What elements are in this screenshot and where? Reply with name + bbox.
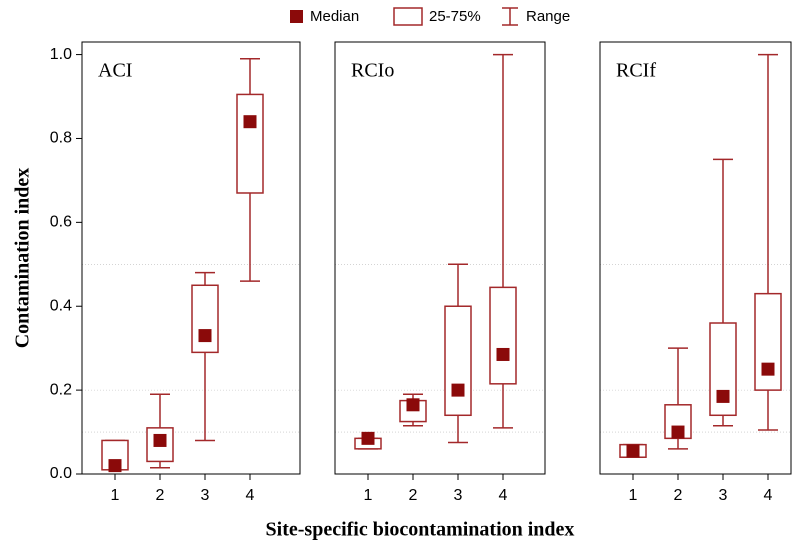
- legend-label: 25-75%: [429, 8, 481, 25]
- median: [626, 444, 640, 458]
- median: [671, 425, 685, 439]
- median: [406, 398, 420, 412]
- y-axis-title: Contamination index: [12, 168, 34, 349]
- x-tick-label: 3: [719, 487, 728, 504]
- box: [754, 292, 782, 391]
- box: [191, 284, 219, 354]
- median: [361, 431, 375, 445]
- x-axis-title: Site-specific biocontamination index: [266, 519, 575, 541]
- x-tick-label: 2: [156, 487, 165, 504]
- x-tick-label: 3: [454, 487, 463, 504]
- median: [761, 362, 775, 376]
- x-tick-label: 2: [409, 487, 418, 504]
- median: [496, 347, 510, 361]
- x-tick-label: 4: [246, 487, 255, 504]
- median: [198, 329, 212, 343]
- median: [153, 433, 167, 447]
- panel-frame: [334, 41, 546, 475]
- panel-frame: [81, 41, 301, 475]
- x-tick-label: 3: [201, 487, 210, 504]
- panel-title: RCIf: [616, 60, 656, 82]
- y-tick-label: 0.0: [50, 465, 72, 482]
- median: [451, 383, 465, 397]
- y-tick-label: 0.2: [50, 381, 72, 398]
- x-tick-label: 2: [674, 487, 683, 504]
- y-tick-label: 0.4: [50, 297, 72, 314]
- median: [243, 115, 257, 129]
- legend-label: Range: [526, 8, 570, 25]
- panel-title: RCIo: [351, 60, 394, 82]
- x-tick-label: 1: [364, 487, 373, 504]
- legend-range-icon: [502, 7, 518, 26]
- legend-median-icon: [290, 10, 303, 23]
- x-tick-label: 1: [629, 487, 638, 504]
- box: [444, 305, 472, 417]
- x-tick-label: 1: [111, 487, 120, 504]
- panel-title: ACI: [98, 60, 132, 82]
- x-tick-label: 4: [764, 487, 773, 504]
- legend-label: Median: [310, 8, 359, 25]
- panel-frame: [599, 41, 792, 475]
- median: [716, 389, 730, 403]
- median: [108, 459, 122, 473]
- y-tick-label: 1.0: [50, 46, 72, 63]
- box: [489, 286, 517, 385]
- x-tick-label: 4: [499, 487, 508, 504]
- y-tick-label: 0.6: [50, 214, 72, 231]
- box: [236, 93, 264, 194]
- y-tick-label: 0.8: [50, 130, 72, 147]
- legend-box-icon: [393, 7, 423, 26]
